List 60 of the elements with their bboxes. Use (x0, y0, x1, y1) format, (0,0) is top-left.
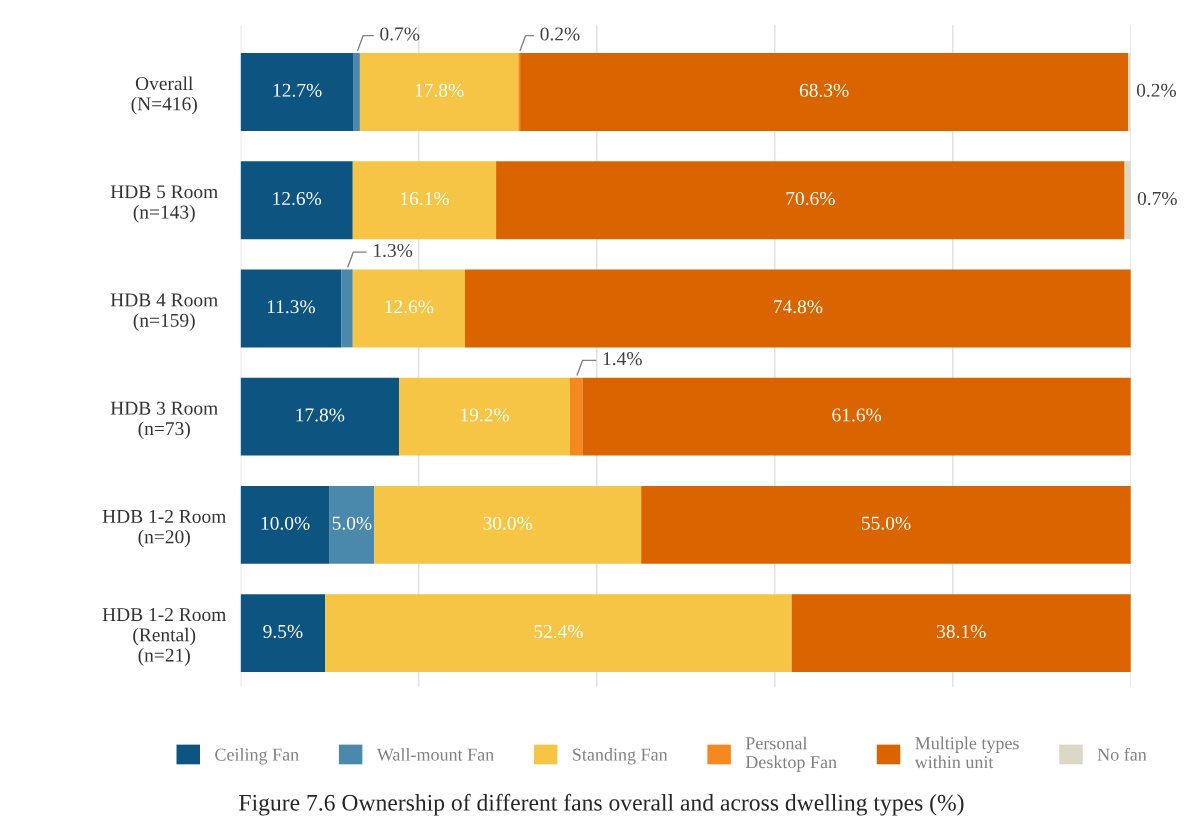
bar (329, 485, 375, 564)
bar (353, 52, 360, 131)
legend-label: Multiple types within unit (914, 736, 1019, 769)
data-label: 68.3% (799, 83, 849, 97)
bar (791, 594, 1131, 673)
bar (240, 52, 354, 131)
data-label: 52.4% (534, 624, 583, 639)
data-label: 17.8% (296, 408, 345, 422)
data-label: 17.8% (415, 83, 464, 97)
bar (240, 161, 353, 240)
bar (582, 377, 1131, 456)
bar (464, 269, 1131, 348)
data-label: 12.6% (273, 191, 322, 206)
bar (352, 269, 465, 348)
data-label: 55.0% (862, 516, 911, 530)
bar (352, 161, 497, 240)
y-tick-label: HDB 3 Room (n=73) (110, 401, 218, 440)
bar (240, 594, 326, 673)
data-label: 1.4% (603, 352, 642, 366)
data-label: 9.5% (263, 624, 303, 639)
bar (240, 269, 342, 348)
data-label: 11.3% (267, 300, 315, 314)
data-label: 12.7% (273, 83, 322, 97)
y-tick-label: HDB 4 Room (n=159) (110, 293, 218, 331)
data-label: 38.1% (937, 624, 986, 639)
legend-label: Wall-mount Fan (376, 748, 494, 761)
data-label: 19.2% (461, 408, 509, 422)
data-label: 0.2% (540, 27, 580, 41)
data-label: 0.7% (380, 27, 420, 41)
bar (240, 377, 400, 456)
data-label: 0.7% (1137, 191, 1177, 206)
data-label: 1.3% (374, 243, 413, 258)
legend-label: Ceiling Fan (215, 748, 299, 765)
bar (374, 485, 642, 564)
legend-label: Standing Fan (573, 748, 668, 765)
data-label: 10.0% (261, 516, 310, 530)
y-tick-label: HDB 5 Room (n=143) (110, 185, 218, 223)
bar (240, 485, 330, 564)
data-label: 61.6% (832, 408, 882, 422)
data-label: 16.1% (401, 191, 449, 206)
data-label: 74.8% (774, 300, 823, 314)
text: Figure 7.6 Ownership of different fans overall and across dwelling types (%) (239, 793, 964, 816)
bar (325, 594, 792, 673)
bar (569, 377, 583, 456)
data-label: 30.0% (483, 516, 533, 530)
y-tick-label: HDB 1-2 Room (n=20) (102, 509, 227, 548)
bar (496, 161, 1125, 240)
data-label: 70.6% (786, 191, 835, 206)
y-tick-label: HDB 1-2 Room (Rental) (n=21) (102, 608, 227, 666)
data-label: 0.2% (1136, 83, 1176, 97)
bar (399, 377, 570, 456)
data-label: 12.6% (385, 300, 434, 314)
bar (341, 269, 353, 348)
bar (359, 52, 519, 131)
data-label: 5.0% (332, 516, 372, 530)
y-tick-label: Overall (N=416) (131, 76, 197, 115)
bar (520, 52, 1129, 131)
legend-label: Personal Desktop Fan (745, 736, 837, 772)
bar (641, 485, 1131, 564)
legend-label: No fan (1097, 747, 1147, 761)
